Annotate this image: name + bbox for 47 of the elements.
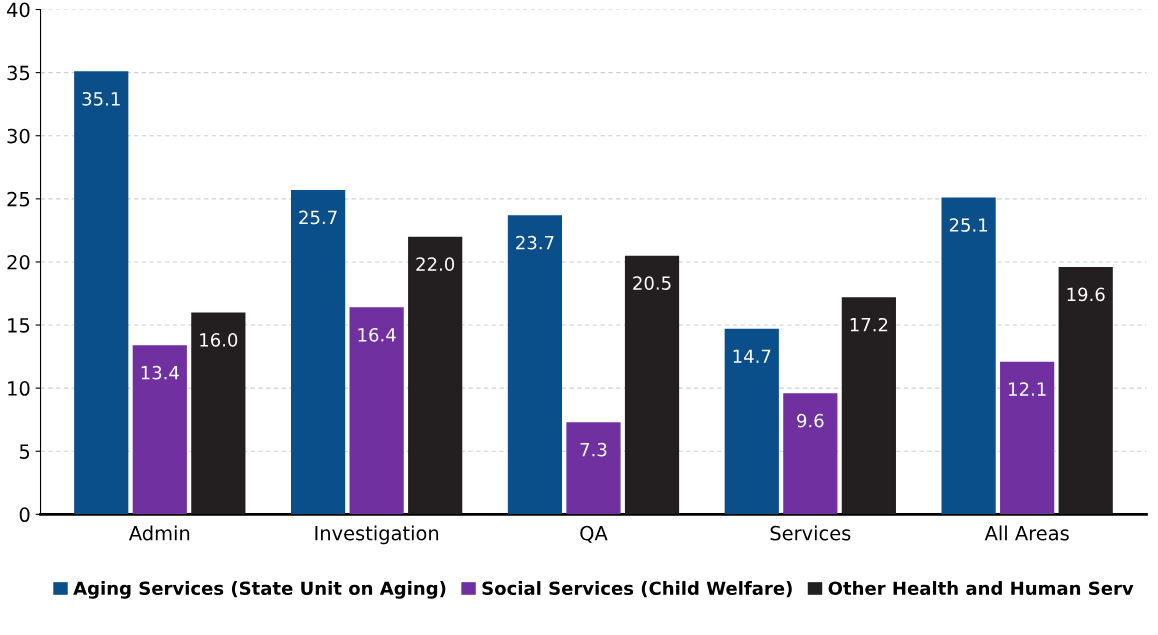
data-label: 25.7	[299, 210, 337, 225]
y-tick-label: 30	[7, 128, 30, 144]
data-label: 23.7	[516, 235, 554, 250]
legend-label: Social Services (Child Welfare)	[482, 581, 792, 598]
bar	[724, 328, 779, 515]
data-label: 14.7	[733, 349, 771, 363]
legend-label: Aging Services (State Unit on Aging)	[73, 581, 446, 599]
data-label: 13.4	[141, 365, 179, 380]
legend-label: Other Health and Human Serv	[828, 581, 1134, 596]
bar	[566, 422, 621, 515]
bar	[349, 307, 404, 515]
data-label: 12.1	[1009, 382, 1046, 396]
data-label: 19.6	[1067, 287, 1105, 302]
x-tick-label: Investigation	[315, 525, 439, 545]
y-tick-label: 15	[8, 318, 30, 333]
bar	[290, 190, 346, 515]
bar	[841, 297, 896, 515]
y-tick-label: 5	[19, 444, 30, 459]
x-tick-label: Admin	[128, 525, 190, 541]
bar	[74, 71, 129, 515]
x-tick-label: Services	[770, 525, 851, 541]
y-tick-label: 0	[19, 507, 30, 523]
bar	[941, 197, 996, 515]
bar	[1000, 361, 1055, 515]
data-label: 25.1	[949, 218, 988, 232]
bar	[191, 312, 246, 515]
y-tick-label: 40	[7, 2, 30, 18]
data-label: 16.0	[200, 333, 238, 347]
bar	[624, 255, 680, 515]
y-tick-label: 10	[8, 381, 30, 396]
data-label: 35.1	[82, 91, 120, 106]
data-label: 22.0	[416, 257, 455, 271]
x-tick-label: QA	[580, 525, 608, 543]
data-label: 7.3	[580, 442, 607, 457]
data-label: 20.5	[633, 276, 671, 290]
data-label: 16.4	[358, 327, 396, 342]
bar	[408, 236, 463, 515]
bar	[507, 215, 563, 515]
data-label: 9.6	[797, 413, 824, 428]
x-tick-label: All Areas	[984, 525, 1069, 541]
y-tick-label: 35	[7, 65, 30, 81]
bar	[783, 393, 838, 515]
y-tick-label: 20	[7, 254, 30, 270]
bar	[132, 345, 187, 515]
data-label: 17.2	[850, 317, 888, 332]
bar	[1058, 266, 1113, 515]
y-tick-label: 25	[7, 191, 30, 207]
